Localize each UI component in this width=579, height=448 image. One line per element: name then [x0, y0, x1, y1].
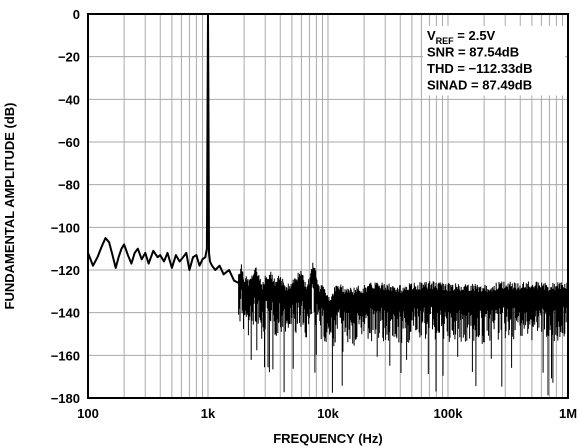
annotation-vref: VREF = 2.5V [427, 28, 496, 46]
vref-value: = 2.5V [454, 28, 496, 43]
annotation-sinad: SINAD = 87.49dB [427, 78, 532, 93]
y-tick-label: −100 [51, 220, 80, 235]
y-tick-label: −140 [51, 306, 80, 321]
vref-subscript: REF [436, 36, 455, 46]
plot-frame [87, 13, 569, 399]
annotation-snr: SNR = 87.54dB [427, 45, 519, 60]
x-tick-label: 10k [317, 406, 339, 421]
y-axis-title: FUNDAMENTAL AMPLITUDE (dB) [2, 102, 17, 309]
x-axis-title: FREQUENCY (Hz) [273, 431, 383, 446]
y-tick-label: 0 [73, 7, 80, 22]
annotation-box [423, 26, 565, 96]
y-tick-label: −80 [58, 178, 80, 193]
x-tick-label: 100 [77, 406, 99, 421]
y-tick-label: −120 [51, 263, 80, 278]
x-tick-labels: 100 1k 10k 100k 1M [77, 406, 577, 421]
y-tick-label: −60 [58, 135, 80, 150]
x-tick-label: 1M [559, 406, 577, 421]
y-tick-label: −160 [51, 348, 80, 363]
annotation-thd: THD = −112.33dB [427, 61, 533, 76]
y-tick-label: −20 [58, 50, 80, 65]
x-tick-label: 1k [201, 406, 216, 421]
spectrum-line [87, 13, 569, 310]
y-tick-label: −180 [51, 391, 80, 406]
y-tick-labels: 0 −20 −40 −60 −80 −100 −120 −140 −160 −180 [51, 7, 80, 406]
noise-bins [238, 262, 568, 396]
x-tick-label: 100k [434, 406, 464, 421]
y-tick-label: −40 [58, 92, 80, 107]
noise-floor-fill [238, 262, 568, 396]
vref-symbol: V [427, 28, 436, 43]
